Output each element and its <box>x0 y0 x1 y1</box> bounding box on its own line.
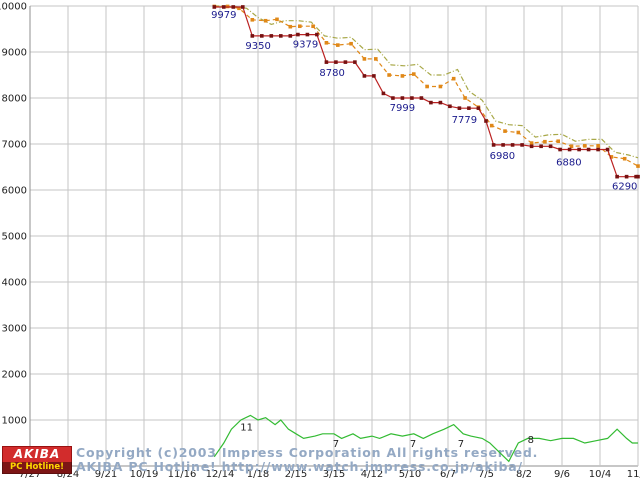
series-lowest-price <box>214 6 638 178</box>
svg-text:3/15: 3/15 <box>323 469 345 480</box>
svg-text:9/6: 9/6 <box>554 469 570 480</box>
svg-text:2/15: 2/15 <box>285 469 307 480</box>
point-label-6290: 6290 <box>612 182 637 193</box>
watermark-copyright: Copyright (c)2003 Impress Corporation Al… <box>76 445 538 460</box>
point-label-9979: 9979 <box>211 10 236 21</box>
svg-text:8/2: 8/2 <box>516 469 532 480</box>
svg-text:6/7: 6/7 <box>440 469 456 480</box>
akiba-logo: AKIBA PC Hotline! <box>2 446 72 474</box>
svg-text:1/18: 1/18 <box>247 469 269 480</box>
svg-text:3000: 3000 <box>2 324 27 335</box>
point-label-11: 11 <box>240 422 253 433</box>
svg-text:10/4: 10/4 <box>589 469 611 480</box>
svg-text:4000: 4000 <box>2 278 27 289</box>
svg-text:6000: 6000 <box>2 186 27 197</box>
point-label-7: 7 <box>458 439 464 450</box>
svg-text:8/24: 8/24 <box>57 469 79 480</box>
watermark-url: AKIBA PC Hotline! http://www.watch.impre… <box>76 459 523 474</box>
svg-text:4/12: 4/12 <box>361 469 383 480</box>
point-label-9379: 9379 <box>293 40 318 51</box>
svg-text:1000: 1000 <box>2 416 27 427</box>
point-label-6980: 6980 <box>490 151 515 162</box>
point-label-8780: 8780 <box>319 68 344 79</box>
svg-text:12/14: 12/14 <box>206 469 235 480</box>
svg-text:7/5: 7/5 <box>478 469 494 480</box>
svg-text:9/21: 9/21 <box>95 469 117 480</box>
svg-text:8000: 8000 <box>2 94 27 105</box>
series-highest-price <box>214 5 639 159</box>
svg-text:10000: 10000 <box>0 2 27 13</box>
point-label-9350: 9350 <box>245 41 270 52</box>
akiba-logo-subtitle: PC Hotline! <box>2 462 72 474</box>
svg-text:7000: 7000 <box>2 140 27 151</box>
svg-text:9000: 9000 <box>2 48 27 59</box>
point-label-7999: 7999 <box>390 103 415 114</box>
svg-text:11/16: 11/16 <box>168 469 197 480</box>
svg-text:10/19: 10/19 <box>130 469 159 480</box>
akiba-logo-title: AKIBA <box>2 446 72 462</box>
point-label-7779: 7779 <box>452 115 477 126</box>
point-label-7: 7 <box>410 439 416 450</box>
point-label-6880: 6880 <box>556 158 581 169</box>
svg-text:7/27: 7/27 <box>19 469 41 480</box>
series-shop-count <box>213 414 638 463</box>
point-label-7: 7 <box>333 439 339 450</box>
svg-text:2000: 2000 <box>2 370 27 381</box>
chart-series <box>212 4 640 463</box>
point-label-8: 8 <box>528 435 534 446</box>
svg-text:5000: 5000 <box>2 232 27 243</box>
svg-text:11/1: 11/1 <box>627 469 640 480</box>
series-average-price <box>214 5 639 167</box>
chart-point-labels: 9979 9350 9379 8780 7999 7779 6980 6880 6290 11 7 7… <box>211 10 637 450</box>
svg-text:5/10: 5/10 <box>399 469 421 480</box>
